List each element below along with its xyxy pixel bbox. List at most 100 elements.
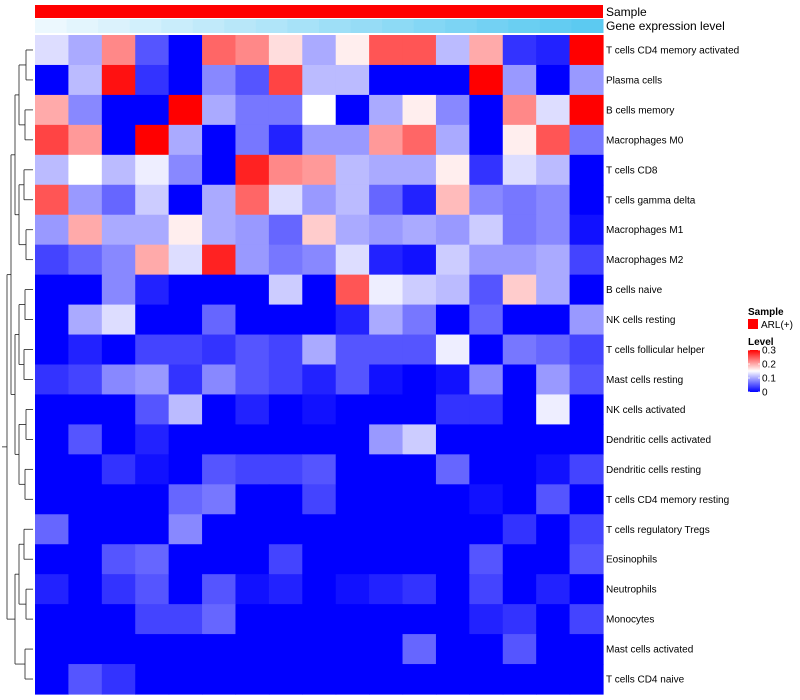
heatmap-cell (101, 244, 136, 276)
legend-sample-swatch (748, 319, 758, 329)
heatmap-cell (68, 664, 103, 695)
heatmap-cell (68, 574, 103, 605)
heatmap-cell (68, 124, 103, 156)
annotation-expression-cell (255, 19, 288, 33)
heatmap-cell (536, 35, 571, 66)
heatmap-cell (435, 544, 470, 575)
heatmap-cell (302, 514, 337, 545)
heatmap-cell (402, 154, 437, 186)
heatmap-cell (402, 94, 437, 126)
heatmap-cell (469, 664, 504, 695)
heatmap-cell (135, 94, 170, 126)
heatmap-cell (35, 244, 70, 276)
row-label: Mast cells activated (606, 645, 693, 656)
heatmap-cell (335, 214, 370, 246)
heatmap-cell (469, 94, 504, 126)
heatmap-cell (202, 154, 237, 186)
heatmap-cell (469, 214, 504, 246)
heatmap-cell (35, 664, 70, 695)
heatmap-cell (502, 634, 537, 665)
heatmap-cell (302, 124, 337, 156)
heatmap-cell (101, 424, 136, 455)
heatmap-cell (536, 334, 571, 366)
heatmap-cell (235, 304, 270, 336)
heatmap-cell (469, 64, 504, 96)
annotation-expression-cell (287, 19, 320, 33)
heatmap-cell (335, 484, 370, 515)
heatmap-cell (502, 214, 537, 246)
heatmap-cell (268, 424, 303, 455)
heatmap-cell (335, 424, 370, 455)
heatmap-cell (536, 664, 571, 695)
heatmap-cell (101, 334, 136, 366)
row-label: Macrophages M2 (606, 255, 684, 266)
annotation-expression-cell (508, 19, 541, 33)
heatmap-cell (435, 574, 470, 605)
heatmap-cell (402, 244, 437, 276)
heatmap-cell (268, 634, 303, 665)
heatmap-cell (369, 454, 404, 485)
heatmap-cell (502, 514, 537, 545)
heatmap-cell (135, 394, 170, 425)
heatmap-cell (268, 124, 303, 156)
heatmap-cell (335, 64, 370, 96)
heatmap-cell (268, 214, 303, 246)
legend-level-colorbar (748, 350, 760, 392)
heatmap-cell (35, 94, 70, 126)
heatmap-cell (569, 484, 604, 515)
heatmap-cell (135, 514, 170, 545)
heatmap-cell (569, 154, 604, 186)
annotation-expression-cell (66, 19, 99, 33)
row-label: Neutrophils (606, 585, 657, 596)
heatmap-cell (235, 664, 270, 695)
heatmap-cell (101, 544, 136, 575)
heatmap-cell (35, 64, 70, 96)
annotation-expression-cell (476, 19, 509, 33)
heatmap-cell (101, 664, 136, 695)
heatmap-cell (302, 304, 337, 336)
heatmap-cell (369, 64, 404, 96)
heatmap-cell (369, 544, 404, 575)
heatmap-cell (502, 274, 537, 306)
legend: Sample ARL(+) Level 0.3 0.2 0.1 0 (748, 307, 793, 399)
heatmap-cell (469, 484, 504, 515)
legend-level-ticks: 0.3 0.2 0.1 0 (748, 346, 776, 399)
heatmap-cell (369, 124, 404, 156)
heatmap-cell (135, 424, 170, 455)
heatmap-cell (536, 184, 571, 216)
heatmap-cell (502, 334, 537, 366)
heatmap-cell (369, 604, 404, 635)
heatmap-cell (335, 544, 370, 575)
heatmap-cell (202, 214, 237, 246)
heatmap-cells (35, 35, 604, 695)
heatmap-cell (536, 574, 571, 605)
heatmap-cell (268, 35, 303, 66)
heatmap-cell (202, 454, 237, 485)
heatmap-cell (168, 334, 203, 366)
heatmap-cell (35, 514, 70, 545)
heatmap-cell (235, 394, 270, 425)
heatmap-cell (68, 604, 103, 635)
row-label: T cells follicular helper (606, 345, 705, 356)
heatmap-cell (235, 64, 270, 96)
annotation-expression-cell (224, 19, 257, 33)
heatmap-cell (536, 514, 571, 545)
heatmap-cell (435, 514, 470, 545)
row-label: Macrophages M1 (606, 225, 684, 236)
heatmap-cell (101, 304, 136, 336)
heatmap-cell (469, 604, 504, 635)
heatmap-cell (569, 394, 604, 425)
heatmap-cell (569, 124, 604, 156)
heatmap-cell (569, 274, 604, 306)
heatmap-cell (68, 35, 103, 66)
legend-sample-title: Sample (748, 307, 784, 318)
heatmap-cell (168, 394, 203, 425)
heatmap-cell (235, 544, 270, 575)
heatmap-cell (369, 574, 404, 605)
heatmap-cell (435, 304, 470, 336)
heatmap-cell (402, 544, 437, 575)
heatmap-cell (502, 35, 537, 66)
heatmap-cell (68, 184, 103, 216)
heatmap-cell (435, 184, 470, 216)
heatmap-cell (335, 184, 370, 216)
